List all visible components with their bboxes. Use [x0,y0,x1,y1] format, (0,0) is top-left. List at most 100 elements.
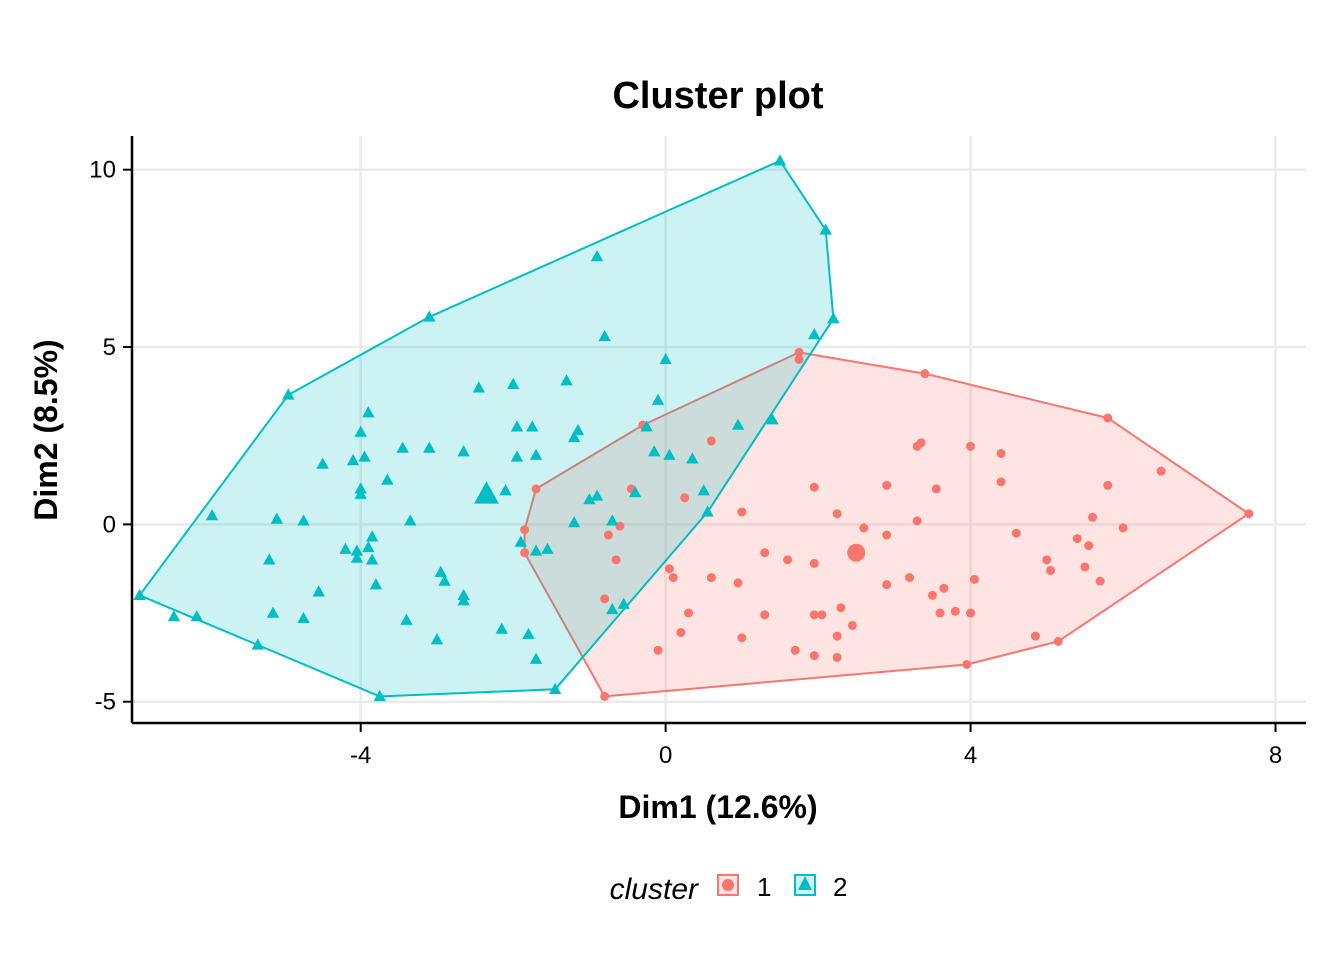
x-tick-label: 4 [964,742,977,769]
cluster-1-point [737,507,747,517]
cluster-2-point [472,381,486,393]
cluster-2-point [648,445,661,457]
cluster-2-point [567,516,581,528]
cluster-1-point [706,573,716,583]
cluster-2-point [133,588,146,600]
cluster-1-point [1156,466,1166,476]
cluster-1-point [1011,528,1021,538]
cluster-2-point [423,310,436,322]
cluster-1-point [912,441,922,451]
cluster-1-point [794,354,804,364]
cluster-2-point [514,535,527,547]
cluster-2-point [362,540,375,553]
cluster-2-point [663,448,676,460]
cluster-1-point [603,530,613,540]
cluster-1-point [836,603,846,613]
legend-label-2: 2 [833,872,847,902]
cluster-1-point [520,548,530,558]
cluster-2-point [263,553,276,565]
cluster-1-point [600,594,610,604]
cluster-2-point [499,484,512,496]
cluster-2-point [731,418,745,430]
cluster-1-point [809,482,819,492]
cluster-2-point [358,450,371,462]
cluster-1-hull [523,351,1250,698]
legend: cluster 1 2 [610,872,848,906]
cluster-2-centroid [474,481,499,504]
legend-item-2: 2 [794,872,847,902]
cluster-1-point [676,628,686,638]
cluster-2-point [529,652,543,664]
cluster-1-point [882,530,892,540]
cluster-1-point [1095,576,1105,586]
cluster-1-point [935,608,945,618]
cluster-2-point [819,223,832,235]
cluster-1-point [684,608,694,618]
cluster-2-point [270,512,284,524]
cluster-2-point [773,154,787,166]
cluster-2-point [350,544,364,556]
cluster-2-point [434,565,447,577]
cluster-1-point [920,369,930,379]
legend-triangle-icon [798,876,812,890]
cluster-1-point [1080,562,1090,572]
cluster-1-point [1088,512,1098,522]
cluster-2-point [297,514,310,526]
cluster-2-point [583,493,596,505]
cluster-1-point [859,523,869,533]
cluster-2-point [529,448,543,460]
cluster-2-point [354,425,367,437]
cluster-1-point [520,525,530,535]
x-tick-label: 0 [659,742,672,769]
cluster-1-point [939,583,949,593]
cluster-2-point [365,553,379,565]
cluster-1-point [1084,541,1094,551]
legend-label-1: 1 [757,872,771,902]
cluster-1-point [847,620,857,630]
cluster-1-point [996,477,1006,487]
cluster-2-point [522,627,535,640]
y-tick-label: -5 [95,689,116,716]
cluster-1-point [927,590,937,600]
cluster-1-point [962,659,972,669]
cluster-1-point [832,631,842,641]
cluster-2-point [350,551,364,563]
grid [132,136,1306,723]
cluster-1-point [931,484,941,494]
cluster-2-point [510,420,524,432]
cluster-1-point [912,516,922,526]
cluster-1-point [996,448,1006,458]
cluster-2-point [354,487,367,499]
cluster-2-point [766,413,779,425]
cluster-2-point [590,489,604,501]
cluster-2-point [457,594,470,606]
cluster-2-point [598,329,611,342]
cluster-2-point [606,514,619,526]
cluster-1-point [653,645,663,655]
cluster-2-point [560,374,573,386]
cluster-1-point [783,555,793,565]
cluster-2-point [659,352,672,365]
cluster-2-point [590,250,604,262]
cluster-2-point [205,509,219,521]
cluster-2-point [316,457,329,469]
y-tick-label: 10 [89,157,116,184]
cluster-1-point [882,480,892,490]
cluster-2-point [438,574,451,586]
cluster-2-point [526,420,539,432]
cluster-2-point [282,388,295,400]
axes: -4 0 4 8 -5 0 5 10 [89,136,1306,769]
cluster-2-point [266,606,280,618]
cluster-1-point [832,652,842,662]
cluster-2-point [369,578,383,590]
legend-item-1: 1 [717,872,771,902]
cluster-1-point [1046,565,1056,575]
cluster-2-point [701,505,714,517]
cluster-2-point [606,603,619,615]
cluster-1-point [611,555,621,565]
cluster-1-point [817,610,827,620]
cluster-2-point [571,423,585,436]
y-tick-label: 0 [103,511,116,538]
cluster-1-point [790,645,800,655]
